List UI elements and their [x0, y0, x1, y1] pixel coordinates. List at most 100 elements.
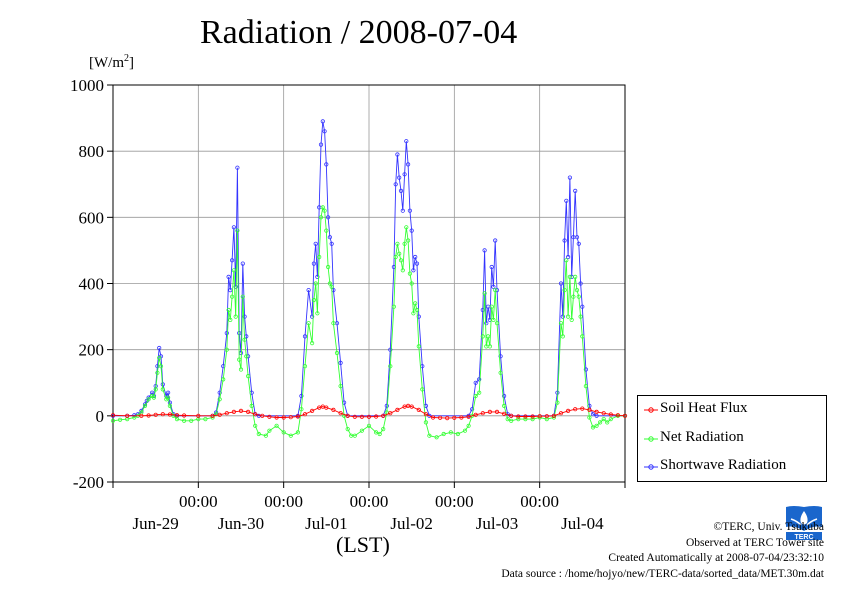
x-date-label: Jul-03: [476, 514, 519, 533]
data-point-net-radiation: [404, 225, 409, 230]
data-point-soil-heat-flux: [430, 415, 436, 420]
data-point-soil-heat-flux: [615, 413, 621, 418]
data-point-shortwave: [580, 304, 585, 309]
data-point-shortwave: [299, 393, 304, 399]
data-point-shortwave: [480, 307, 485, 313]
data-point-net-radiation: [516, 416, 521, 422]
data-point-shortwave: [327, 235, 332, 240]
data-point-shortwave: [230, 258, 235, 263]
data-point-net-radiation: [423, 420, 428, 425]
x-time-label: 00:00: [179, 492, 218, 511]
data-point-net-radiation: [416, 344, 421, 349]
data-point-net-radiation: [485, 334, 491, 339]
data-point-net-radiation: [565, 314, 571, 319]
data-point-net-radiation: [487, 344, 492, 349]
unit-sup: 2: [124, 53, 129, 64]
data-point-soil-heat-flux: [338, 411, 343, 416]
data-point-shortwave: [228, 287, 233, 293]
data-point-net-radiation: [480, 334, 485, 339]
data-point-net-radiation: [158, 364, 164, 369]
legend-label-net: Net Radiation: [660, 429, 744, 445]
data-point-shortwave: [576, 241, 581, 246]
data-point-net-radiation: [238, 367, 244, 372]
data-point-shortwave: [594, 413, 599, 418]
data-point-soil-heat-flux: [210, 413, 215, 418]
data-point-net-radiation: [263, 433, 268, 438]
data-point-net-radiation: [231, 268, 236, 273]
data-point-net-radiation: [327, 281, 332, 286]
data-point-net-radiation: [501, 403, 507, 408]
data-point-shortwave: [322, 129, 327, 134]
data-point-net-radiation: [555, 400, 560, 405]
data-point-soil-heat-flux: [139, 413, 144, 418]
data-point-soil-heat-flux: [366, 414, 372, 419]
data-point-net-radiation: [597, 420, 603, 425]
data-point-net-radiation: [494, 321, 500, 326]
x-date-label: Jul-01: [305, 514, 348, 533]
data-point-shortwave: [393, 182, 398, 187]
data-point-shortwave: [578, 281, 583, 286]
data-point-net-radiation: [311, 297, 316, 303]
data-point-soil-heat-flux: [146, 413, 151, 418]
data-point-net-radiation: [491, 317, 496, 322]
data-point-shortwave: [400, 208, 405, 213]
data-point-soil-heat-flux: [160, 412, 165, 417]
data-point-shortwave: [395, 152, 400, 157]
data-point-net-radiation: [558, 321, 564, 326]
legend: Soil Heat Flux Net Radiation Shortwave R…: [637, 395, 827, 482]
x-date-label: Jul-02: [390, 514, 433, 533]
data-point-shortwave: [329, 241, 334, 246]
y-axis-unit: [W/m2]: [89, 53, 134, 72]
data-point-soil-heat-flux: [587, 407, 592, 412]
data-point-net-radiation: [574, 287, 580, 293]
data-point-net-radiation: [146, 397, 151, 402]
data-point-net-radiation: [155, 370, 160, 375]
data-point-net-radiation: [448, 430, 453, 435]
terc-logo-icon: TERC: [786, 506, 822, 541]
data-point-net-radiation: [325, 264, 331, 270]
data-point-shortwave: [469, 407, 475, 412]
data-point-soil-heat-flux: [345, 413, 350, 418]
data-point-net-radiation: [267, 428, 272, 433]
data-point-net-radiation: [160, 387, 165, 392]
logo-text: TERC: [794, 534, 813, 541]
data-point-net-radiation: [167, 403, 172, 408]
data-point-net-radiation: [249, 403, 254, 408]
data-point-net-radiation: [407, 271, 412, 276]
data-point-net-radiation: [567, 274, 573, 279]
y-tick-label: -200: [73, 473, 104, 492]
data-point-net-radiation: [253, 423, 258, 428]
data-point-net-radiation: [505, 416, 510, 422]
data-point-soil-heat-flux: [110, 413, 116, 418]
data-point-net-radiation: [608, 416, 613, 422]
data-point-net-radiation: [320, 205, 325, 210]
data-point-soil-heat-flux: [594, 409, 599, 414]
data-point-net-radiation: [393, 254, 398, 260]
credit-created: Created Automatically at 2008-07-04/23:3…: [608, 552, 824, 564]
data-point-net-radiation: [306, 321, 311, 326]
data-point-net-radiation: [224, 347, 229, 352]
data-point-net-radiation: [544, 416, 549, 422]
data-point-shortwave: [226, 274, 231, 279]
data-point-shortwave: [484, 321, 489, 326]
data-point-net-radiation: [405, 238, 411, 243]
data-point-soil-heat-flux: [288, 415, 293, 420]
data-point-soil-heat-flux: [267, 414, 272, 419]
data-point-soil-heat-flux: [544, 414, 549, 419]
data-point-soil-heat-flux: [238, 408, 244, 413]
data-point-net-radiation: [580, 334, 585, 339]
data-point-soil-heat-flux: [182, 413, 187, 418]
data-point-net-radiation: [420, 387, 425, 392]
x-date-label: Jul-04: [561, 514, 604, 533]
x-time-label: 00:00: [520, 492, 559, 511]
data-point-shortwave: [562, 238, 567, 243]
data-point-shortwave: [590, 412, 596, 417]
x-time-label: 00:00: [350, 492, 389, 511]
y-tick-label: 800: [79, 142, 105, 161]
data-point-shortwave: [583, 367, 589, 372]
data-point-soil-heat-flux: [167, 412, 172, 417]
data-point-shortwave: [493, 238, 498, 243]
data-point-soil-heat-flux: [452, 415, 457, 420]
data-point-soil-heat-flux: [373, 414, 379, 419]
